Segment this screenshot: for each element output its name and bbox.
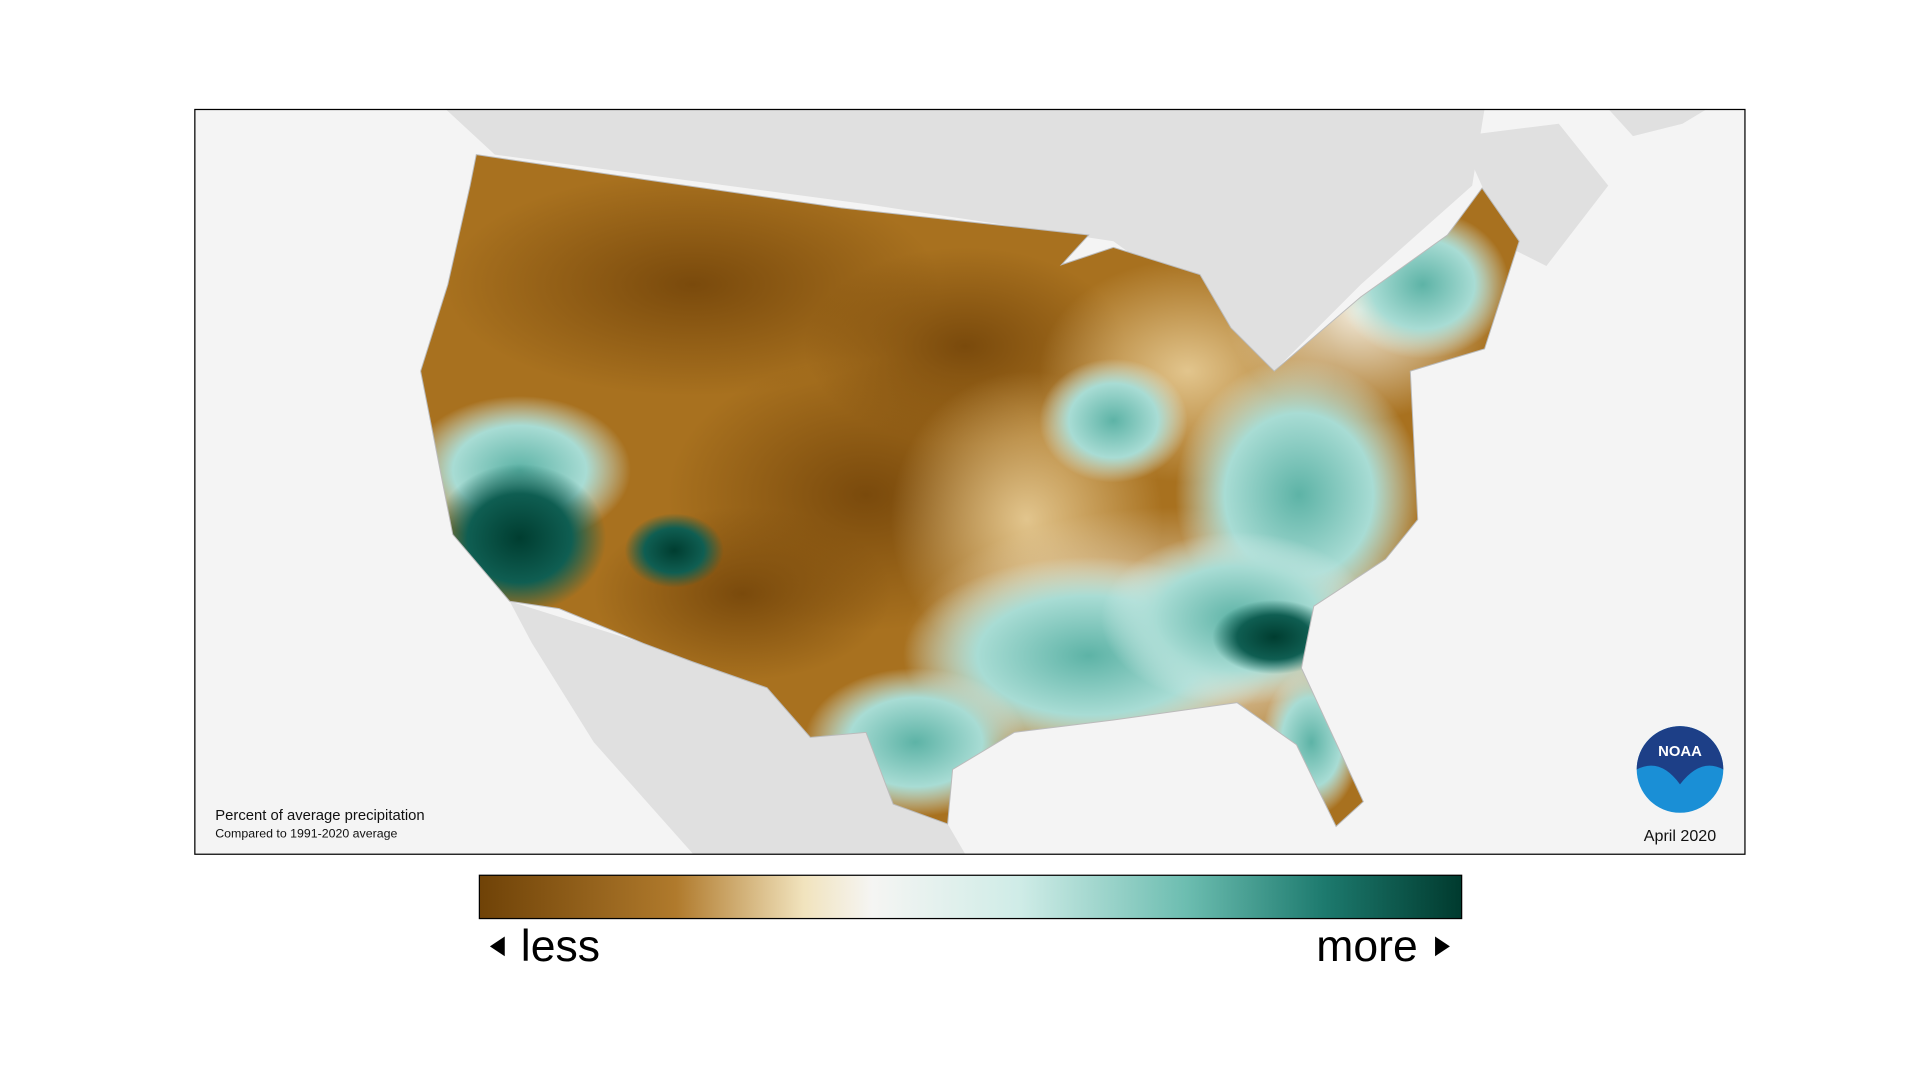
precip-blob xyxy=(624,513,724,588)
period-label: April 2020 xyxy=(1644,827,1716,845)
map-frame xyxy=(194,108,1746,855)
note-title: Percent of average precipitation xyxy=(215,808,424,824)
high-label: more xyxy=(1316,922,1417,971)
canada-east xyxy=(1459,108,1708,266)
low-label: less xyxy=(521,922,600,971)
canada xyxy=(445,108,1485,372)
precip-blob xyxy=(1039,358,1188,483)
noaa-logo: NOAA xyxy=(1636,726,1724,813)
more-arrow xyxy=(1435,936,1450,957)
neighbor-land xyxy=(445,108,1708,854)
note-subtitle: Compared to 1991-2020 average xyxy=(215,827,397,841)
less-arrow xyxy=(489,936,505,957)
logo-text: NOAA xyxy=(1658,744,1702,760)
logo-top xyxy=(1636,726,1724,785)
color-bar xyxy=(478,874,1463,920)
mexico xyxy=(509,601,965,854)
precip-field xyxy=(420,154,1520,827)
